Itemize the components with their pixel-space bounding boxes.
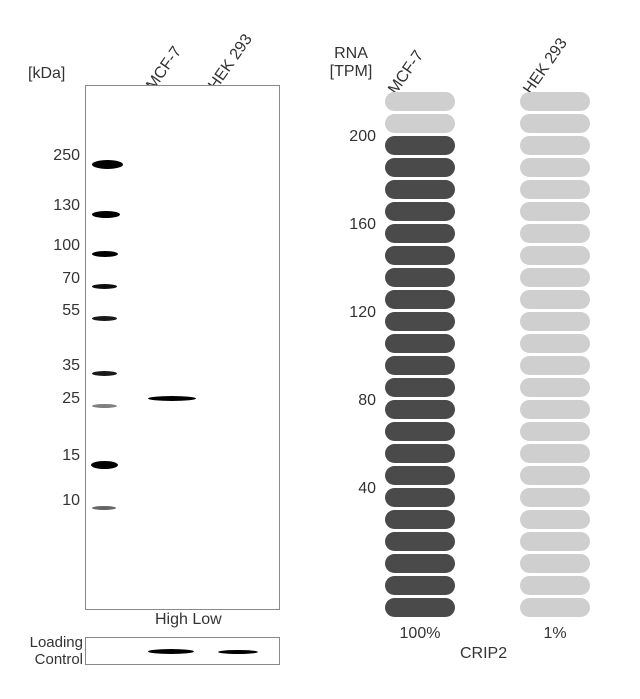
pill <box>520 268 590 287</box>
pill <box>520 334 590 353</box>
loading-band <box>218 650 258 654</box>
pill <box>520 224 590 243</box>
high-low-label: High Low <box>155 611 222 629</box>
pill <box>385 576 455 595</box>
ladder-band <box>92 316 117 321</box>
loading-band <box>148 649 194 654</box>
pill <box>520 158 590 177</box>
percent-label-1: 1% <box>520 625 590 643</box>
pill <box>385 488 455 507</box>
pill <box>385 444 455 463</box>
pill <box>520 422 590 441</box>
pill <box>385 114 455 133</box>
pill <box>520 532 590 551</box>
pill <box>520 510 590 529</box>
ladder-band <box>92 371 117 376</box>
pill <box>520 356 590 375</box>
sample-band <box>148 396 196 401</box>
pill <box>385 290 455 309</box>
pill-lane-label-hek293: HEK 293 <box>520 35 571 98</box>
pill <box>520 400 590 419</box>
kda-tick: 35 <box>20 357 80 375</box>
kda-tick: 250 <box>20 147 80 165</box>
pill <box>520 576 590 595</box>
kda-tick: 25 <box>20 390 80 408</box>
pill <box>520 598 590 617</box>
kda-tick: 100 <box>20 237 80 255</box>
pill <box>520 180 590 199</box>
ladder-band <box>92 506 116 510</box>
loading-control-label: LoadingControl <box>18 635 83 668</box>
pill <box>385 92 455 111</box>
kda-tick: 10 <box>20 492 80 510</box>
pill <box>520 488 590 507</box>
pill <box>385 202 455 221</box>
pill <box>385 312 455 331</box>
pill <box>385 180 455 199</box>
pill <box>520 554 590 573</box>
ladder-band <box>92 160 123 169</box>
pill <box>385 554 455 573</box>
ladder-band <box>92 284 117 289</box>
pill <box>520 136 590 155</box>
tpm-tick: 200 <box>331 128 376 146</box>
pill <box>385 400 455 419</box>
pill-lane-label-mcf7: MCF-7 <box>385 48 428 98</box>
pill <box>385 422 455 441</box>
pill <box>385 378 455 397</box>
tpm-tick: 120 <box>331 304 376 322</box>
pill <box>520 290 590 309</box>
pill <box>385 334 455 353</box>
pill <box>520 312 590 331</box>
ladder-band <box>92 251 118 257</box>
pill <box>385 268 455 287</box>
ladder-band <box>92 211 120 218</box>
pill <box>385 532 455 551</box>
pill <box>520 202 590 221</box>
kda-tick: 15 <box>20 447 80 465</box>
ladder-band <box>91 461 118 469</box>
kda-tick: 70 <box>20 270 80 288</box>
tpm-tick: 40 <box>331 480 376 498</box>
ladder-band <box>92 404 117 408</box>
pill <box>385 510 455 529</box>
pill <box>520 246 590 265</box>
tpm-tick: 80 <box>331 392 376 410</box>
kda-unit-label: [kDa] <box>28 65 65 83</box>
pill <box>385 356 455 375</box>
tpm-tick: 160 <box>331 216 376 234</box>
pill <box>385 598 455 617</box>
kda-tick: 55 <box>20 302 80 320</box>
pill <box>520 466 590 485</box>
kda-tick: 130 <box>20 197 80 215</box>
gene-name-label: CRIP2 <box>460 645 507 663</box>
pill <box>520 378 590 397</box>
pill <box>385 246 455 265</box>
pill-column <box>520 92 590 620</box>
pill <box>385 136 455 155</box>
pill <box>385 158 455 177</box>
pill-column <box>385 92 455 620</box>
pill <box>520 114 590 133</box>
pill <box>385 224 455 243</box>
rna-title-label: RNA[TPM] <box>323 45 379 82</box>
pill <box>385 466 455 485</box>
pill <box>520 444 590 463</box>
pill <box>520 92 590 111</box>
percent-label-0: 100% <box>385 625 455 643</box>
